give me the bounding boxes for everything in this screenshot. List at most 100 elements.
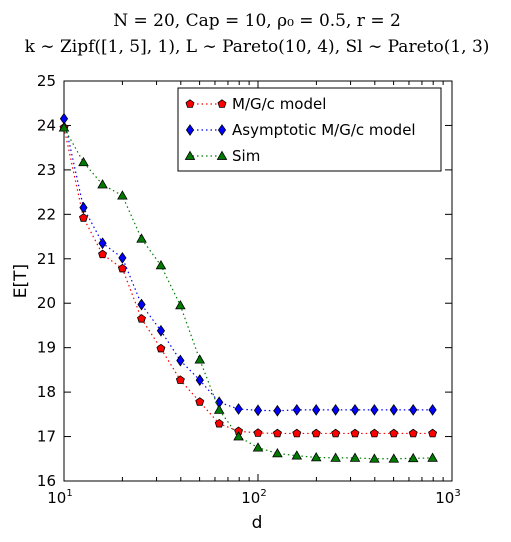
legend-marker-start <box>184 150 196 160</box>
legend-marker-end <box>216 150 228 160</box>
data-point <box>388 453 400 463</box>
x-tick-base: 10 <box>47 489 66 507</box>
y-tick-label: 20 <box>37 294 56 312</box>
data-point <box>175 300 186 310</box>
y-axis: 16 17 18 19 20 21 22 23 24 25 <box>37 72 452 490</box>
data-point <box>312 403 321 416</box>
y-tick-label: 24 <box>37 116 56 134</box>
series-line <box>63 127 433 460</box>
data-point <box>156 324 166 337</box>
y-tick-label: 18 <box>37 383 56 401</box>
legend-marker-start <box>185 99 195 108</box>
legend-label: Sim <box>232 147 260 165</box>
data-point <box>117 263 127 273</box>
data-point <box>253 404 263 417</box>
data-point <box>331 403 340 416</box>
data-point <box>349 452 361 462</box>
data-point <box>428 403 437 416</box>
series-pentagon <box>59 122 438 438</box>
data-point <box>137 298 146 311</box>
legend-entry: Sim <box>184 147 260 165</box>
data-point <box>234 403 243 415</box>
data-point <box>272 428 282 438</box>
y-axis-label: E[T] <box>11 264 31 298</box>
series-triangle <box>58 122 438 463</box>
x-tick-base: 10 <box>435 489 454 507</box>
legend: M/G/c model Asymptotic M/G/c model Sim <box>177 87 442 172</box>
data-point <box>137 314 146 323</box>
data-point <box>117 190 128 200</box>
chart-title-line-2: k ∼ Zipf([1, 5], 1), L ∼ Pareto(10, 4), … <box>25 37 490 57</box>
data-point <box>97 179 108 189</box>
data-point <box>272 448 283 458</box>
data-point <box>428 428 438 438</box>
data-point <box>273 404 282 417</box>
data-point <box>369 453 380 463</box>
x-tick-base: 10 <box>241 489 260 507</box>
legend-marker-end <box>217 99 227 108</box>
data-point <box>350 428 360 438</box>
data-point <box>213 404 225 414</box>
legend-marker-end <box>217 124 227 136</box>
y-tick-label: 19 <box>37 339 56 357</box>
data-point <box>79 201 88 214</box>
legend-entry: Asymptotic M/G/c model <box>185 121 416 139</box>
data-point <box>98 249 107 259</box>
x-tick-label: 103 <box>435 488 460 507</box>
legend-label: M/G/c model <box>232 95 326 113</box>
data-point <box>155 260 167 270</box>
data-point <box>369 428 379 438</box>
data-point <box>407 452 419 463</box>
data-point <box>292 428 302 438</box>
x-axis-label: d <box>252 513 263 533</box>
data-point <box>175 375 185 384</box>
y-tick-label: 16 <box>37 472 56 490</box>
data-point <box>310 452 322 462</box>
data-point <box>331 428 341 438</box>
x-tick-exponent: 2 <box>260 488 266 499</box>
data-point <box>214 418 224 428</box>
y-tick-label: 21 <box>37 250 56 268</box>
y-tick-label: 25 <box>37 72 56 90</box>
data-point <box>253 428 263 437</box>
data-point <box>194 354 206 364</box>
legend-marker-start <box>185 124 195 136</box>
data-point <box>409 403 418 416</box>
data-point <box>176 354 185 367</box>
data-point <box>389 403 398 416</box>
data-point <box>233 431 244 441</box>
x-axis: 101 102 103 <box>47 81 461 507</box>
series-layer <box>58 112 438 463</box>
data-point <box>78 156 89 167</box>
data-point <box>291 450 303 460</box>
chart-title-line-1: N = 20, Cap = 10, ρ₀ = 0.5, r = 2 <box>113 11 401 31</box>
data-point <box>195 374 204 387</box>
y-tick-label: 23 <box>37 161 56 179</box>
x-tick-label: 101 <box>47 488 72 507</box>
x-tick-label: 102 <box>241 488 266 507</box>
data-point <box>311 428 321 438</box>
data-point <box>389 428 399 438</box>
series-line <box>63 127 433 435</box>
data-point <box>195 397 205 406</box>
legend-entry: M/G/c model <box>185 95 326 113</box>
data-point <box>156 343 166 353</box>
data-point <box>427 452 438 462</box>
data-point <box>136 233 147 243</box>
data-point <box>350 403 360 416</box>
y-tick-label: 22 <box>37 205 56 223</box>
data-point <box>408 428 418 438</box>
data-point <box>58 122 70 132</box>
data-point <box>330 452 341 462</box>
x-tick-exponent: 1 <box>66 488 72 499</box>
x-tick-exponent: 3 <box>454 488 460 499</box>
data-point <box>252 442 264 452</box>
legend-label: Asymptotic M/G/c model <box>232 121 416 139</box>
data-point <box>98 237 107 250</box>
data-point <box>79 213 88 222</box>
series-diamond <box>59 112 437 417</box>
data-point <box>292 403 301 416</box>
data-point <box>118 251 127 264</box>
data-point <box>370 403 379 416</box>
